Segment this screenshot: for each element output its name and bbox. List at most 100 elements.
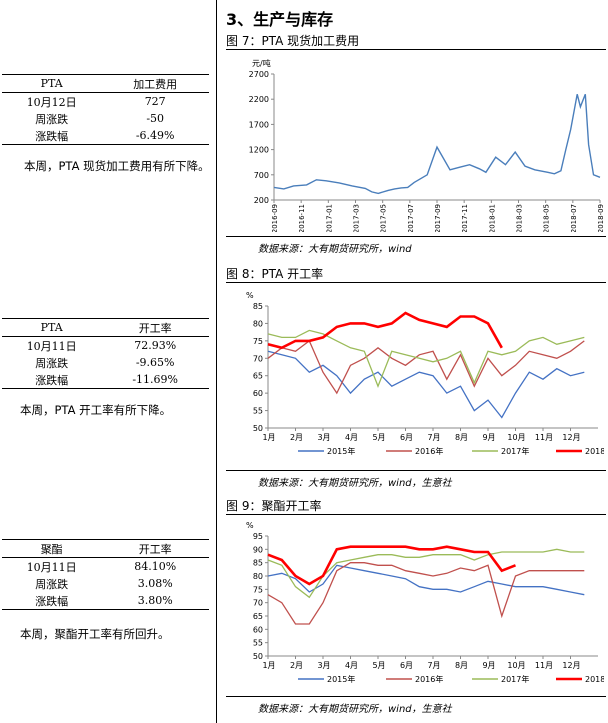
column-divider xyxy=(216,0,217,723)
legend-label: 2016年 xyxy=(415,446,443,456)
y-tick-label: 70 xyxy=(253,354,263,363)
x-tick-label: 2018-09 xyxy=(597,204,604,232)
series-line xyxy=(267,329,585,388)
table-cell: 10月11日 xyxy=(26,560,77,574)
y-axis-unit: % xyxy=(246,291,254,300)
figure-rule xyxy=(226,282,606,283)
pta-rate-note: 本周，PTA 开工率有所下降。 xyxy=(20,403,172,417)
table-cell: 10月11日 xyxy=(26,339,77,353)
pta-processing-fee-chart: 2700 2200 1700 1200 700 200 元/吨 2016-09 2016-11 2… xyxy=(249,58,604,232)
x-tick-label: 2017-07 xyxy=(407,204,415,232)
table-header: 聚酯 xyxy=(2,539,102,558)
y-tick-label: 50 xyxy=(253,652,263,661)
y-tick-label: 95 xyxy=(253,532,263,541)
x-tick-label: 11月 xyxy=(535,433,553,442)
x-tick-label: 2017-11 xyxy=(461,204,469,232)
y-tick-label: 60 xyxy=(253,625,263,634)
table-cell: 72.93% xyxy=(134,339,177,352)
table-cell: -6.49% xyxy=(101,127,209,145)
legend-label: 2018年 xyxy=(585,446,604,456)
y-tick-label: 70 xyxy=(253,599,263,608)
figure-8-title: 图 8：PTA 开工率 xyxy=(226,267,324,281)
series-line xyxy=(267,548,585,599)
x-tick-label: 6月 xyxy=(400,661,413,670)
table-cell: 周涨跌 xyxy=(35,577,69,591)
table-cell: 周涨跌 xyxy=(35,356,69,370)
y-axis-unit: 元/吨 xyxy=(252,58,271,68)
x-tick-label: 9月 xyxy=(482,433,495,442)
x-tick-label: 2018-01 xyxy=(488,204,496,232)
figure-rule xyxy=(226,470,606,471)
pta-operating-rate-table: PTA 开工率 10月11日 72.93% 周涨跌 -9.65% 涨跌幅 -11.69% xyxy=(2,318,209,389)
figure-rule xyxy=(226,696,606,697)
x-tick-label: 12月 xyxy=(562,433,580,442)
series-line xyxy=(267,311,503,350)
x-tick-label: 8月 xyxy=(455,661,468,670)
table-header: 开工率 xyxy=(101,539,209,558)
y-tick-label: 85 xyxy=(253,559,263,568)
table-header: PTA xyxy=(2,74,102,93)
section-title: 3、生产与库存 xyxy=(226,10,334,29)
x-tick-label: 4月 xyxy=(345,661,358,670)
series-line xyxy=(267,339,585,395)
table-cell: -11.69% xyxy=(101,371,209,389)
figure-9-source: 数据来源：大有期货研究所，wind，生意社 xyxy=(258,704,452,715)
x-tick-label: 8月 xyxy=(455,433,468,442)
table-cell: 涨跌幅 xyxy=(2,127,102,145)
figure-9-title: 图 9：聚酯开工率 xyxy=(226,499,322,513)
y-tick-label: 85 xyxy=(253,302,263,311)
polyester-rate-note: 本周，聚酯开工率有所回升。 xyxy=(20,627,170,641)
table-cell: 727 xyxy=(144,95,166,108)
x-tick-label: 2016-09 xyxy=(271,204,279,232)
series-line xyxy=(267,562,585,625)
table-cell: 10月12日 xyxy=(26,95,77,109)
figure-rule xyxy=(226,49,606,50)
y-tick-label: 55 xyxy=(253,639,263,648)
x-tick-label: 11月 xyxy=(535,661,553,670)
y-tick-label: 80 xyxy=(253,572,263,581)
table-cell: 涨跌幅 xyxy=(2,371,102,389)
legend-label: 2017年 xyxy=(501,674,529,684)
x-tick-label: 7月 xyxy=(427,433,440,442)
x-tick-label: 2018-05 xyxy=(543,204,551,232)
table-header: PTA xyxy=(2,318,102,337)
legend-label: 2015年 xyxy=(327,674,355,684)
figure-7-title: 图 7：PTA 现货加工费用 xyxy=(226,34,360,48)
x-tick-label: 2018-07 xyxy=(570,204,578,232)
y-tick-label: 75 xyxy=(253,585,263,594)
table-header: 加工费用 xyxy=(101,74,209,93)
table-header: 开工率 xyxy=(101,318,209,337)
x-tick-label: 6月 xyxy=(400,433,413,442)
y-axis-unit: % xyxy=(246,521,254,530)
x-tick-label: 2017-01 xyxy=(325,204,333,232)
y-tick-label: 50 xyxy=(253,424,263,433)
figure-rule xyxy=(226,236,606,237)
legend-label: 2015年 xyxy=(327,446,355,456)
x-tick-label: 12月 xyxy=(562,661,580,670)
table-cell: -50 xyxy=(146,112,165,125)
table-cell: 周涨跌 xyxy=(35,112,69,126)
series-line xyxy=(267,350,585,419)
y-tick-label: 2700 xyxy=(249,70,269,79)
x-tick-label: 10月 xyxy=(507,433,525,442)
y-tick-label: 55 xyxy=(253,407,263,416)
y-tick-label: 65 xyxy=(253,372,263,381)
table-cell: 3.08% xyxy=(137,577,173,590)
y-tick-label: 200 xyxy=(254,196,269,205)
x-tick-label: 2月 xyxy=(290,433,303,442)
figure-7-source: 数据来源：大有期货研究所，wind xyxy=(258,244,412,255)
y-tick-label: 1700 xyxy=(249,120,269,129)
pta-operating-rate-chart: 85 80 75 70 65 60 55 50% 1月 2月 3月 4月 5月 6月 7月 8月 9月 10月 11… xyxy=(246,291,604,456)
x-tick-label: 3月 xyxy=(317,661,330,670)
table-cell: 3.80% xyxy=(101,592,209,610)
table-cell: -9.65% xyxy=(135,356,175,369)
legend-label: 2017年 xyxy=(501,446,529,456)
legend-label: 2016年 xyxy=(415,674,443,684)
pta-processing-fee-table: PTA 加工费用 10月12日 727 周涨跌 -50 涨跌幅 -6.49% xyxy=(2,74,209,145)
x-tick-label: 2017-05 xyxy=(380,204,388,232)
polyester-operating-rate-table: 聚酯 开工率 10月11日 84.10% 周涨跌 3.08% 涨跌幅 3.80% xyxy=(2,539,209,610)
legend-label: 2018年 xyxy=(585,674,604,684)
y-tick-label: 90 xyxy=(253,545,263,554)
x-tick-label: 10月 xyxy=(507,661,525,670)
x-tick-label: 4月 xyxy=(345,433,358,442)
